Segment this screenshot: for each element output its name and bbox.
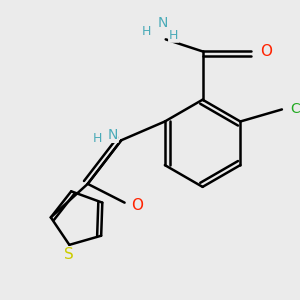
Text: H: H: [93, 132, 103, 146]
Text: H: H: [169, 29, 178, 42]
Text: N: N: [157, 16, 167, 30]
Text: N: N: [107, 128, 118, 142]
Text: O: O: [131, 199, 143, 214]
Text: S: S: [64, 248, 74, 262]
Text: Cl: Cl: [290, 102, 300, 116]
Text: H: H: [142, 25, 152, 38]
Text: O: O: [260, 44, 272, 59]
